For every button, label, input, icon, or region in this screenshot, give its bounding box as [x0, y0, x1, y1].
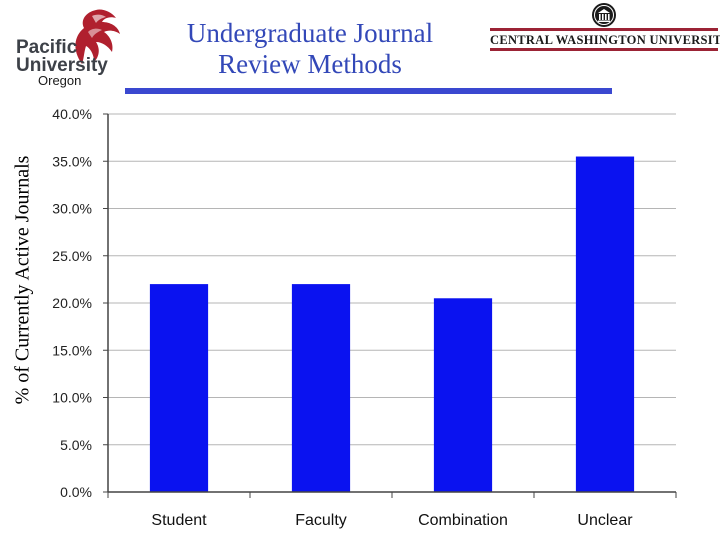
bar	[291, 284, 351, 492]
boxer-dragon-logo-icon	[75, 9, 120, 65]
x-tick-labels: Student Faculty Combination Unclear	[151, 512, 633, 529]
y-tick-labels: 0.0% 5.0% 10.0% 15.0% 20.0% 25.0% 30.0% 35.0% 40…	[52, 106, 92, 500]
y-tick-label: 35.0%	[52, 153, 92, 169]
bar	[433, 298, 493, 492]
cwu-bottom-rule	[490, 48, 718, 51]
page-title: Undergraduate Journal Review Methods	[150, 18, 470, 80]
y-tick-label: 5.0%	[60, 437, 92, 453]
bar	[149, 284, 209, 492]
x-tick-label: Unclear	[577, 512, 633, 529]
cwu-name: CENTRAL WASHINGTON UNIVERSITY	[490, 33, 720, 47]
y-tick-label: 15.0%	[52, 342, 92, 358]
x-tick-label: Combination	[418, 512, 508, 529]
x-tick-label: Faculty	[295, 512, 347, 529]
x-tick-label: Student	[151, 512, 207, 529]
title-underline-bar	[125, 88, 612, 94]
university-seal-icon	[592, 3, 616, 27]
y-tick-label: 25.0%	[52, 248, 92, 264]
title-line-2: Review Methods	[218, 49, 402, 79]
logo-word-oregon: Oregon	[38, 73, 82, 88]
cwu-top-rule	[490, 28, 718, 31]
y-tick-label: 0.0%	[60, 484, 92, 500]
logo-word-pacific: Pacific	[16, 37, 78, 58]
title-line-1: Undergraduate Journal	[186, 18, 434, 48]
bars	[149, 156, 635, 492]
bar	[575, 156, 635, 492]
y-tick-label: 30.0%	[52, 201, 92, 217]
axes	[103, 113, 677, 498]
pacific-university-logo: Pacific University Oregon	[10, 6, 125, 88]
y-tick-label: 10.0%	[52, 390, 92, 406]
y-tick-label: 40.0%	[52, 106, 92, 122]
logo-word-university: University	[16, 55, 108, 76]
y-tick-label: 20.0%	[52, 295, 92, 311]
cwu-logo: CENTRAL WASHINGTON UNIVERSITY	[488, 0, 720, 56]
